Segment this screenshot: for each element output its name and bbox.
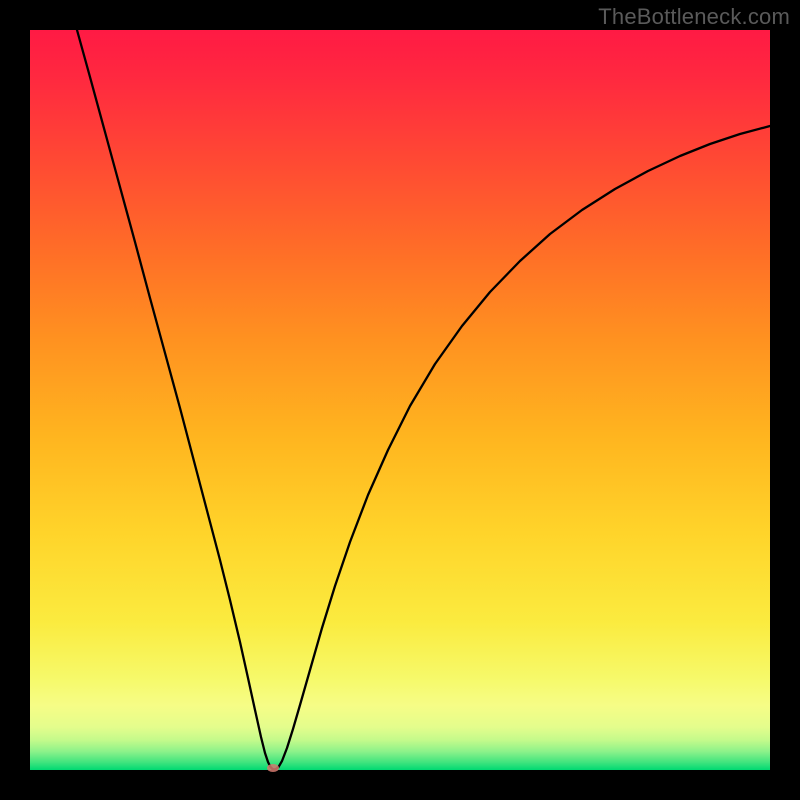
curve-trough-marker <box>267 764 279 772</box>
watermark-text: TheBottleneck.com <box>598 4 790 30</box>
chart-container: TheBottleneck.com <box>0 0 800 800</box>
plot-background <box>30 30 770 770</box>
bottleneck-chart <box>0 0 800 800</box>
